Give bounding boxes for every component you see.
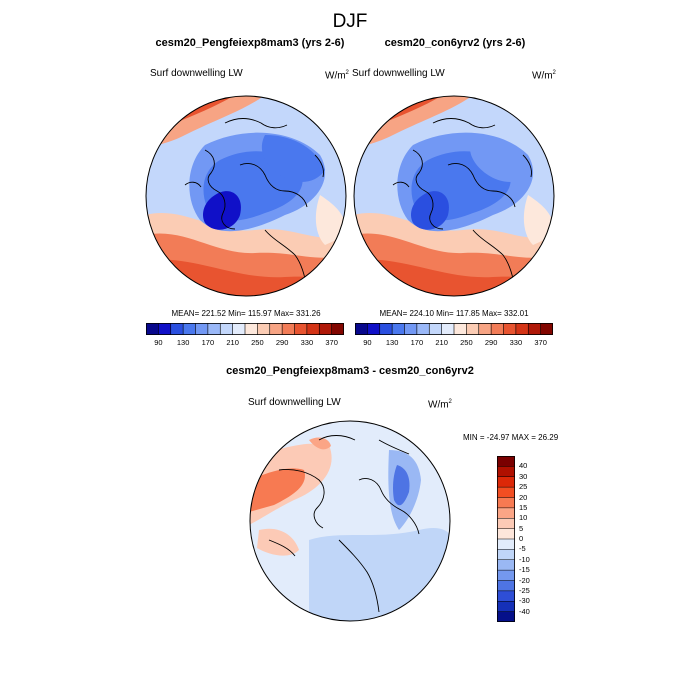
panel2-colorbar-swatch <box>429 323 442 335</box>
panel3-colorbar-swatch <box>497 466 515 478</box>
panel1-colorbar-swatch <box>232 323 246 335</box>
panel1-colorbar-tick-label: 90 <box>154 338 163 347</box>
panel3-colorbar-swatch <box>497 559 515 571</box>
panel3-colorbar-swatch <box>497 539 515 550</box>
panel1-colorbar <box>146 323 344 335</box>
panel2-colorbar-swatch <box>515 323 529 335</box>
panel3-colorbar-swatch <box>497 497 515 509</box>
panel1-colorbar-swatch <box>269 323 283 335</box>
panel3-colorbar-tick-label: -20 <box>519 575 530 585</box>
panel3-colorbar-tick-label: 30 <box>519 471 528 481</box>
panel3-colorbar-tick-label: -30 <box>519 596 530 606</box>
panel2-colorbar-swatch <box>466 323 480 335</box>
panel3-colorbar-tick-label: 40 <box>519 461 528 471</box>
panel2-colorbar-swatch <box>454 323 467 335</box>
panel1-colorbar-swatch <box>207 323 221 335</box>
panel3-units-label: W/m2 <box>428 399 452 411</box>
panel3-colorbar-swatch <box>497 507 515 519</box>
panel3-title: cesm20_Pengfeiexp8mam3 - cesm20_con6yrv2 <box>226 365 474 377</box>
panel1-colorbar-swatch <box>282 323 295 335</box>
panel3-colorbar-swatch <box>497 549 515 561</box>
panel1-variable-label: Surf downwelling LW <box>150 68 243 79</box>
panel2-colorbar-tick-label: 290 <box>484 338 498 347</box>
panel3-colorbar-swatch <box>497 518 515 529</box>
panel3-colorbar-swatch <box>497 601 515 612</box>
panel2-colorbar-tick-label: 170 <box>410 338 424 347</box>
panel3-colorbar-tick-label: 25 <box>519 482 528 492</box>
panel2-title: cesm20_con6yrv2 (yrs 2-6) <box>384 37 526 49</box>
panel3-colorbar-tick-label: 20 <box>519 492 528 502</box>
panel3-colorbar-swatch <box>497 590 515 602</box>
panel1-colorbar-tick-label: 370 <box>325 338 338 347</box>
panel3-colorbar-swatch <box>497 570 515 581</box>
panel3-polar-map <box>249 420 451 622</box>
panel1-colorbar-swatch <box>195 323 209 335</box>
panel3-colorbar-tick-label: 5 <box>519 523 524 533</box>
panel1-colorbar-swatch <box>158 323 172 335</box>
panel1-colorbar-swatch <box>319 323 332 335</box>
panel1-colorbar-swatch <box>294 323 308 335</box>
panel1-colorbar-swatch <box>306 323 320 335</box>
panel2-colorbar-swatch <box>379 323 393 335</box>
panel1-colorbar-tick-label: 130 <box>176 338 190 347</box>
figure-title: DJF <box>332 11 368 32</box>
panel2-colorbar-swatch <box>441 323 455 335</box>
panel3-colorbar-swatch <box>497 487 515 498</box>
panel3-colorbar-tick-label: -15 <box>519 565 530 575</box>
panel2-stats: MEAN= 224.10 Min= 117.85 Max= 332.01 <box>379 309 529 318</box>
panel3-colorbar-swatch <box>497 528 515 540</box>
panel3-colorbar-swatch <box>497 456 515 467</box>
panel1-stats: MEAN= 221.52 Min= 115.97 Max= 331.26 <box>171 309 321 318</box>
panel1-colorbar-tick-label: 210 <box>226 338 239 347</box>
panel1-colorbar-swatch <box>245 323 258 335</box>
panel3-colorbar-tick-label: 10 <box>519 513 528 523</box>
panel3-colorbar-swatch <box>497 476 515 488</box>
panel1-colorbar-tick-label: 290 <box>275 338 289 347</box>
panel1-colorbar-swatch <box>220 323 233 335</box>
panel1-colorbar-swatch <box>146 323 159 335</box>
panel2-colorbar-swatch <box>367 323 381 335</box>
panel2-colorbar-tick-label: 250 <box>460 338 473 347</box>
panel1-colorbar-swatch <box>331 323 344 335</box>
panel3-colorbar-tick-label: -10 <box>519 554 530 564</box>
panel3-colorbar-tick-label: 0 <box>519 534 524 543</box>
panel3-colorbar-swatch <box>497 580 515 592</box>
panel2-colorbar-swatch <box>528 323 541 335</box>
panel2-colorbar-swatch <box>478 323 492 335</box>
panel1-colorbar-tick-label: 250 <box>251 338 264 347</box>
panel1-title: cesm20_Pengfeiexp8mam3 (yrs 2-6) <box>155 37 345 49</box>
panel2-units-label: W/m2 <box>532 70 556 82</box>
panel3-colorbar-tick-label: -25 <box>519 585 530 595</box>
panel1-colorbar-swatch <box>183 323 196 335</box>
panel3-variable-label: Surf downwelling LW <box>248 397 341 408</box>
panel2-variable-label: Surf downwelling LW <box>352 68 445 79</box>
panel2-colorbar-swatch <box>416 323 430 335</box>
panel2-colorbar-tick-label: 210 <box>435 338 448 347</box>
panel2-colorbar-swatch <box>540 323 553 335</box>
panel3-colorbar <box>497 456 515 622</box>
panel2-colorbar-swatch <box>503 323 517 335</box>
panel1-colorbar-tick-label: 170 <box>201 338 215 347</box>
panel3-colorbar-tick-label: -5 <box>519 544 526 554</box>
panel1-colorbar-tick-label: 330 <box>300 338 314 347</box>
panel1-units-label: W/m2 <box>325 70 349 82</box>
panel2-colorbar-swatch <box>355 323 368 335</box>
panel2-polar-map <box>353 95 555 297</box>
panel2-colorbar-swatch <box>404 323 418 335</box>
panel1-polar-map <box>145 95 347 297</box>
panel2-colorbar-tick-label: 330 <box>509 338 523 347</box>
panel2-colorbar-tick-label: 130 <box>385 338 399 347</box>
panel1-colorbar-swatch <box>257 323 271 335</box>
panel3-colorbar-tick-label: -40 <box>519 606 530 616</box>
panel2-colorbar-swatch <box>491 323 504 335</box>
panel2-colorbar-swatch <box>392 323 405 335</box>
panel1-colorbar-swatch <box>170 323 184 335</box>
panel3-colorbar-swatch <box>497 611 515 622</box>
panel2-colorbar-tick-label: 370 <box>534 338 547 347</box>
panel2-colorbar <box>355 323 553 335</box>
panel3-stats: MIN = -24.97 MAX = 26.29 <box>463 433 559 442</box>
panel3-colorbar-tick-label: 15 <box>519 502 528 512</box>
panel2-colorbar-tick-label: 90 <box>363 338 372 347</box>
